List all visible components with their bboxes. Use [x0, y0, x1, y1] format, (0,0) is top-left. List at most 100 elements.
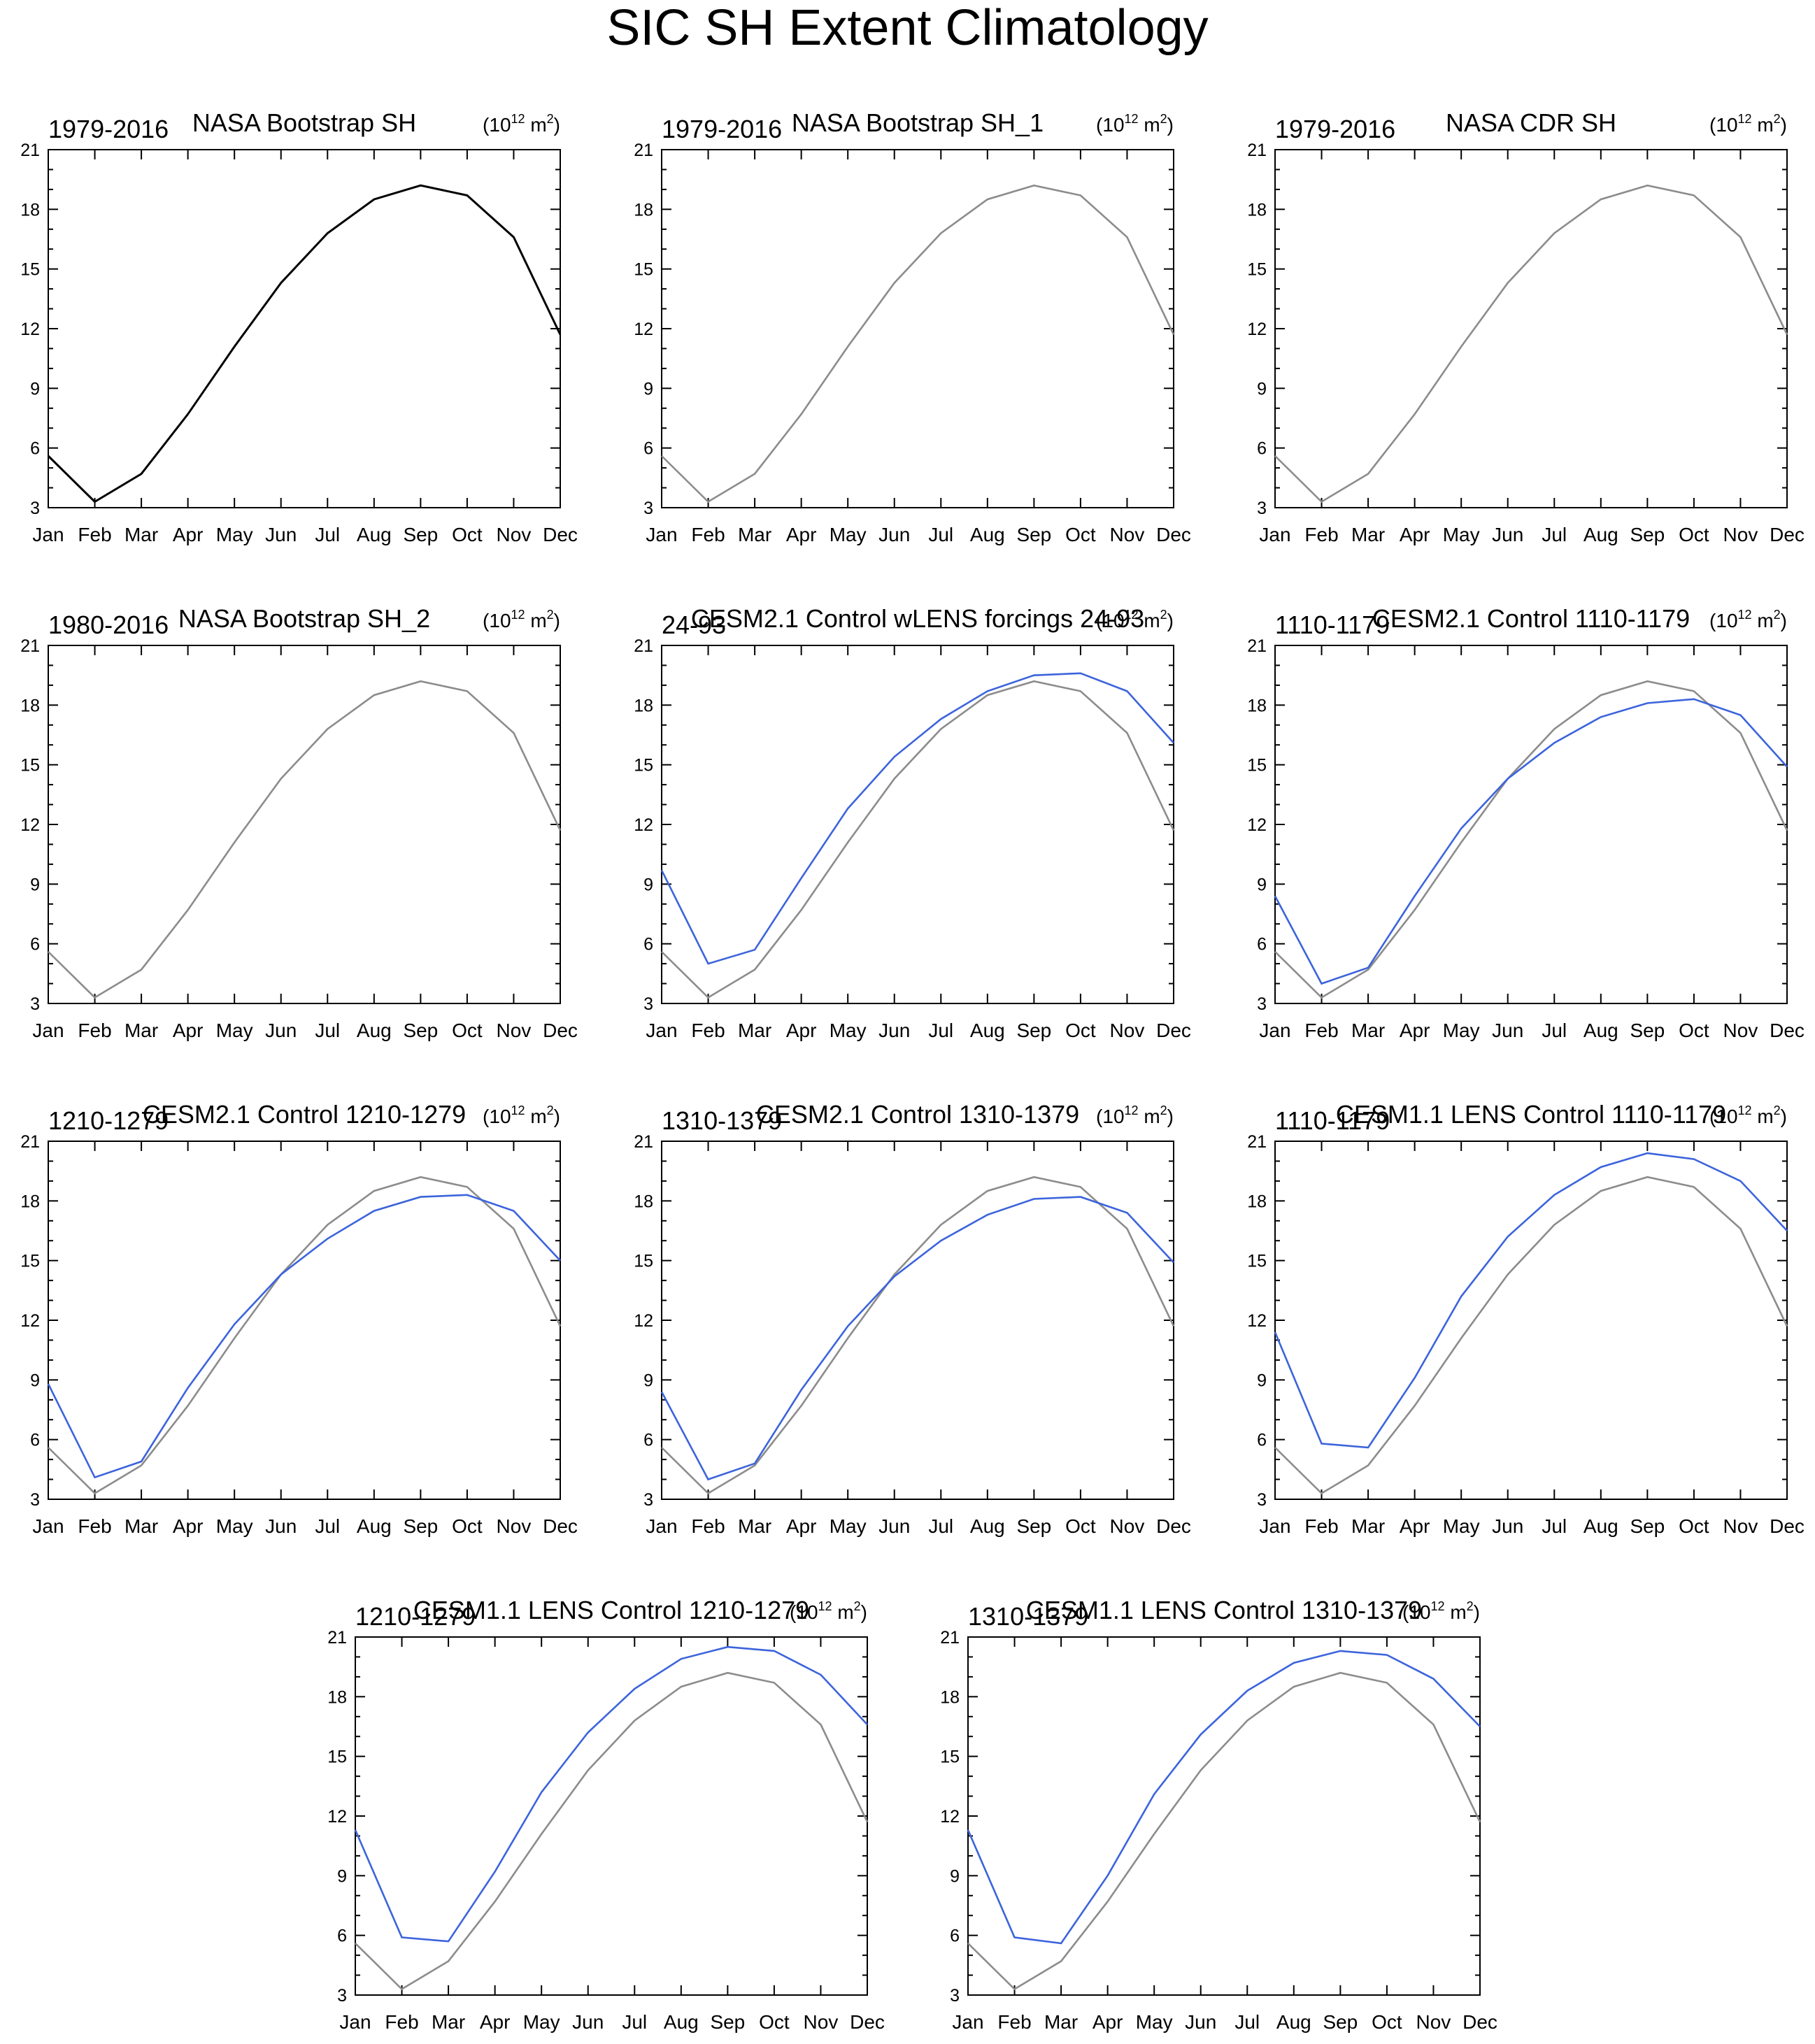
panel-period-label: 1210-1279 [355, 1602, 476, 1631]
series-line-reference [1274, 1175, 1788, 1495]
units-part: 2 [1774, 608, 1781, 622]
units-part: m [1445, 1601, 1467, 1623]
units-part: ) [1781, 114, 1787, 136]
x-tick-label: Mar [1351, 1020, 1385, 1041]
x-tick-label: Feb [691, 1020, 725, 1041]
x-tick-label: Oct [1065, 1020, 1096, 1041]
y-tick-label: 15 [634, 756, 653, 776]
panel-period-label: 1980-2016 [48, 610, 169, 639]
x-tick-label: Oct [1065, 1515, 1096, 1537]
y-tick-label: 18 [1247, 1192, 1267, 1211]
units-part: 12 [1125, 608, 1139, 622]
x-tick-label: Oct [759, 2011, 790, 2033]
x-tick-label: Apr [1400, 1515, 1430, 1537]
units-part: (10 [790, 1601, 818, 1623]
panel-title: CESM1.1 LENS Control 1210-1279 [413, 1596, 809, 1624]
panel-period-label: 1310-1379 [662, 1106, 782, 1135]
x-tick-label: Aug [664, 2011, 699, 2033]
x-tick-label: Apr [786, 1020, 817, 1041]
x-tick-label: Nov [1110, 1020, 1145, 1041]
x-tick-label: Nov [497, 1020, 532, 1041]
x-tick-label: Oct [1679, 1020, 1709, 1041]
panel-title: CESM1.1 LENS Control 1110-1179 [1336, 1100, 1726, 1129]
units-part: (10 [1096, 114, 1124, 136]
units-part: 12 [1738, 1103, 1752, 1117]
y-tick-label: 18 [20, 200, 40, 220]
x-tick-label: Jul [928, 524, 953, 545]
x-tick-label: Aug [357, 1020, 392, 1041]
x-tick-label: Jan [646, 1515, 677, 1537]
x-tick-label: May [830, 524, 867, 545]
units-part: 12 [511, 1103, 525, 1117]
units-part: 2 [1160, 112, 1167, 126]
x-tick-label: Mar [1044, 2011, 1078, 2033]
panel-period-label: 1110-1179 [1275, 610, 1390, 639]
y-tick-label: 12 [940, 1807, 960, 1827]
units-part: m [1752, 1106, 1774, 1127]
page-title: SIC SH Extent Climatology [606, 0, 1209, 56]
x-tick-label: Jul [315, 524, 340, 545]
plot-frame [48, 149, 561, 508]
x-tick-label: Nov [1110, 524, 1145, 545]
x-tick-label: Jan [339, 2011, 371, 2033]
series-line-model [354, 1645, 868, 1943]
units-part: ) [1781, 610, 1787, 631]
y-tick-label: 21 [1247, 1132, 1267, 1152]
units-part: m [525, 610, 547, 631]
units-part: m [1752, 610, 1774, 631]
x-tick-label: Dec [543, 1020, 578, 1041]
panel-period-label: 1210-1279 [48, 1106, 169, 1135]
y-tick-label: 3 [643, 499, 653, 518]
x-tick-label: Jul [1542, 1515, 1567, 1537]
y-tick-label: 15 [1247, 1252, 1267, 1271]
panel-period-label: 24-93 [662, 610, 726, 639]
panel-units: (1012 m2) [1709, 112, 1787, 136]
panel-4: 3 6 9 12 15 18 21 Jan Feb Mar Apr May Jun Jul Aug Sep Oc… [20, 604, 578, 1041]
units-part: 12 [1125, 112, 1139, 126]
y-tick-label: 15 [634, 1252, 653, 1271]
x-tick-label: Sep [1630, 524, 1665, 545]
units-part: (10 [1709, 610, 1737, 631]
x-tick-label: Dec [1156, 1515, 1191, 1537]
panel-7: 3 6 9 12 15 18 21 Jan Feb Mar Apr May Jun Jul Aug Sep Oc… [20, 1100, 578, 1537]
x-tick-label: Jul [928, 1020, 953, 1041]
units-part: m [832, 1601, 854, 1623]
y-tick-label: 12 [20, 815, 40, 835]
y-tick-label: 6 [643, 935, 653, 955]
y-tick-label: 15 [1247, 756, 1267, 776]
panel-units: (1012 m2) [483, 112, 560, 136]
series-line-model [967, 1650, 1481, 1945]
units-part: ) [861, 1601, 867, 1623]
x-tick-label: Feb [1304, 524, 1338, 545]
y-tick-label: 3 [30, 499, 40, 518]
x-tick-label: Nov [497, 524, 532, 545]
y-tick-label: 9 [30, 875, 40, 894]
series-line-reference [661, 680, 1175, 999]
x-tick-label: Dec [1770, 1515, 1805, 1537]
x-tick-label: Oct [452, 524, 483, 545]
panel-9: 3 6 9 12 15 18 21 Jan Feb Mar Apr May Jun Jul Aug Sep Oc… [1247, 1100, 1805, 1537]
x-tick-label: Jun [1492, 1515, 1523, 1537]
panel-title: CESM2.1 Control wLENS forcings 24-93 [691, 604, 1144, 633]
units-part: ) [554, 610, 560, 631]
x-tick-label: Mar [124, 1020, 158, 1041]
y-tick-label: 15 [20, 756, 40, 776]
y-tick-label: 18 [634, 696, 653, 715]
units-part: (10 [1096, 1106, 1124, 1127]
y-tick-label: 6 [1257, 439, 1267, 459]
panel-units: (1012 m2) [1709, 608, 1787, 631]
units-part: 12 [1431, 1599, 1445, 1613]
y-tick-label: 12 [1247, 320, 1267, 339]
y-tick-label: 9 [30, 379, 40, 399]
x-tick-label: Dec [543, 1515, 578, 1537]
y-tick-label: 21 [940, 1628, 960, 1648]
series-line-reference [661, 184, 1175, 503]
units-part: 2 [547, 608, 554, 622]
panel-6: 3 6 9 12 15 18 21 Jan Feb Mar Apr May Jun Jul Aug Sep Oc… [1247, 604, 1805, 1041]
series-line-model [1274, 1152, 1788, 1449]
x-tick-label: Oct [1372, 2011, 1402, 2033]
y-tick-label: 6 [1257, 1431, 1267, 1450]
units-part: m [1139, 114, 1160, 136]
units-part: 2 [1160, 1103, 1167, 1117]
x-tick-label: May [1443, 524, 1480, 545]
